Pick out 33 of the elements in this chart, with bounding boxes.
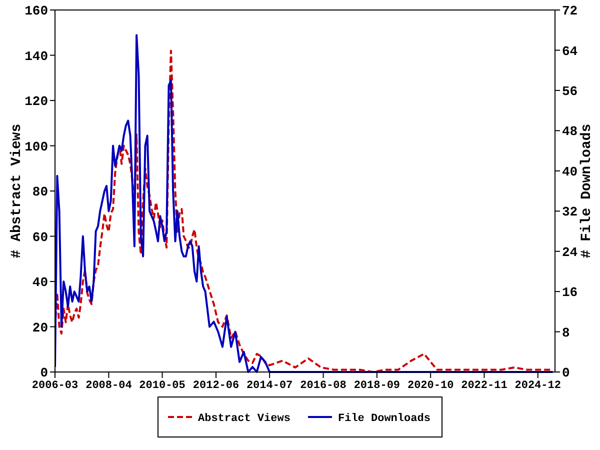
y-tick-label: 140 (24, 48, 48, 64)
y2-tick-label: 24 (562, 244, 578, 260)
y-tick-label: 160 (24, 4, 48, 19)
y2-tick-label: 48 (562, 124, 578, 140)
y-axis-title: # Abstract Views (9, 124, 25, 258)
y-tick-label: 80 (32, 184, 48, 200)
y-tick-label: 40 (32, 275, 48, 290)
y2-tick-label: 72 (562, 4, 578, 19)
x-tick-label: 2014-07 (246, 380, 293, 392)
y2-tick-label: 56 (562, 84, 578, 99)
y2-tick-label: 16 (562, 285, 578, 300)
y2-tick-label: 0 (562, 366, 570, 381)
x-tick-label: 2020-10 (407, 380, 454, 392)
y-tick-label: 120 (24, 94, 48, 110)
x-tick-label: 2010-05 (139, 380, 186, 392)
y2-tick-label: 32 (562, 204, 578, 220)
y-tick-label: 0 (40, 366, 48, 381)
x-tick-label: 2012-06 (192, 380, 240, 392)
x-tick-label: 2018-09 (354, 380, 400, 392)
legend-label: Abstract Views (198, 412, 290, 425)
x-tick-label: 2006-03 (32, 380, 78, 392)
y2-tick-label: 8 (562, 325, 570, 340)
x-tick-label: 2016-08 (300, 380, 347, 392)
x-tick-label: 2024-12 (514, 380, 561, 392)
legend-label: File Downloads (338, 412, 430, 425)
y-tick-label: 20 (32, 320, 48, 336)
x-tick-label: 2022-11 (461, 380, 508, 392)
y2-axis-title: # File Downloads (579, 124, 595, 258)
y-tick-label: 60 (32, 230, 48, 245)
y2-tick-label: 40 (562, 164, 578, 180)
y-tick-label: 100 (24, 139, 48, 154)
y2-tick-label: 64 (562, 44, 578, 59)
x-tick-label: 2008-04 (86, 380, 132, 392)
